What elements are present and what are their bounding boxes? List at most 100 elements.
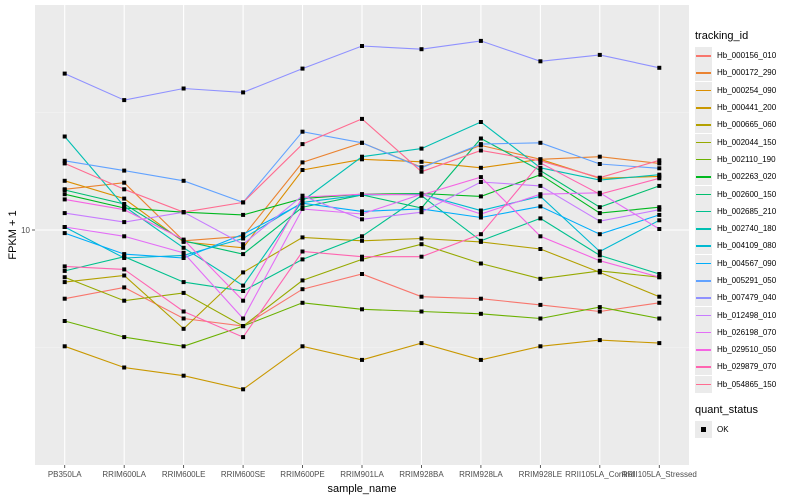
data-point	[62, 319, 67, 323]
data-point	[62, 188, 67, 192]
data-point	[360, 212, 364, 216]
data-point	[538, 204, 543, 209]
data-point	[122, 298, 127, 303]
legend2-item-ok: OK	[695, 421, 800, 439]
data-point	[478, 232, 483, 237]
y-axis-title: FPKM + 1	[7, 210, 19, 259]
data-point	[360, 254, 364, 259]
data-point	[419, 146, 424, 151]
data-point	[300, 278, 305, 283]
data-point	[181, 373, 186, 378]
data-point	[657, 176, 662, 181]
data-point	[62, 275, 67, 280]
data-point	[62, 197, 67, 202]
data-point	[300, 142, 305, 147]
legend-item: Hb_000441_200	[695, 99, 800, 117]
data-point	[478, 194, 483, 199]
legend-item: Hb_029510_050	[695, 341, 800, 359]
x-tick-label: RRIM600PE	[280, 470, 324, 479]
data-point	[597, 192, 602, 197]
legend-item: Hb_002740_180	[695, 220, 800, 238]
data-point	[300, 257, 305, 262]
data-point	[657, 207, 662, 212]
x-tick-label: PB350LA	[48, 470, 82, 479]
data-point	[419, 294, 424, 299]
data-point	[538, 59, 543, 64]
legend-item: Hb_007479_040	[695, 289, 800, 307]
x-tick-label: RRIM600SE	[221, 470, 265, 479]
legend-label: Hb_002685_210	[717, 206, 777, 216]
data-point	[181, 86, 186, 91]
data-point	[62, 268, 67, 273]
data-point	[657, 227, 662, 231]
legend-label: Hb_029879_070	[717, 362, 777, 372]
data-point	[122, 98, 127, 103]
data-point	[657, 218, 662, 223]
data-point	[241, 234, 246, 239]
data-point	[419, 341, 424, 346]
data-point	[538, 234, 543, 239]
data-point	[538, 140, 543, 145]
data-point	[478, 180, 483, 184]
legend-item: Hb_002685_210	[695, 202, 800, 220]
x-tick-label: RRIM928LE	[519, 470, 563, 479]
series-points	[62, 38, 662, 392]
legend-item: Hb_026198_070	[695, 323, 800, 341]
data-point	[300, 249, 305, 254]
data-point	[597, 268, 602, 273]
data-point	[657, 205, 662, 210]
data-point	[300, 66, 305, 71]
legend-label: Hb_002044_150	[717, 137, 777, 147]
data-point	[657, 300, 662, 305]
data-point	[538, 160, 543, 165]
legend-tracking-id: tracking_id Hb_000156_010 Hb_000172_290 Hb…	[695, 30, 800, 393]
data-point	[122, 285, 127, 290]
data-point	[597, 258, 602, 263]
data-point	[300, 160, 305, 165]
legend-item: Hb_000172_290	[695, 64, 800, 82]
legend-quant-status: quant_status OK	[695, 404, 800, 439]
data-point	[360, 238, 364, 243]
legend-label: Hb_002263_020	[717, 172, 777, 182]
data-point	[122, 196, 127, 201]
data-point	[657, 158, 662, 163]
legend-item: Hb_000665_060	[695, 116, 800, 134]
legend-line-icon	[695, 358, 712, 376]
legend-label: Hb_000254_090	[717, 85, 777, 95]
data-point	[241, 283, 246, 288]
data-point	[300, 168, 305, 172]
data-point	[360, 272, 364, 276]
data-point	[181, 210, 186, 215]
data-point	[478, 208, 483, 213]
data-point	[62, 161, 67, 166]
data-point	[360, 234, 364, 239]
x-tick-label: RRIM600LE	[162, 470, 206, 479]
legend-line-icon	[695, 185, 712, 203]
legend-item: Hb_002600_150	[695, 185, 800, 203]
data-point	[241, 324, 246, 329]
data-point	[597, 309, 602, 314]
data-point	[657, 183, 662, 188]
legend-line-icon	[695, 237, 712, 255]
data-point	[419, 47, 424, 52]
data-point	[122, 267, 127, 272]
data-point	[478, 212, 483, 216]
data-point	[181, 326, 186, 331]
x-tick-label: RRIM928LA	[459, 470, 503, 479]
data-point	[122, 234, 127, 239]
legend-label: Hb_026198_070	[717, 327, 777, 337]
data-point	[360, 209, 364, 214]
data-point	[360, 157, 364, 162]
data-point	[62, 225, 67, 229]
data-point	[300, 300, 305, 305]
x-tick-label: RRII105LA_Control	[565, 470, 635, 479]
legend-label: Hb_004567_090	[717, 258, 777, 268]
data-point	[241, 90, 246, 95]
legend-label: Hb_029510_050	[717, 345, 777, 355]
data-point	[538, 172, 543, 177]
data-point	[538, 165, 543, 170]
data-point	[360, 192, 364, 197]
legend-line-icon	[695, 306, 712, 324]
data-point	[478, 120, 483, 124]
data-point	[360, 140, 364, 145]
